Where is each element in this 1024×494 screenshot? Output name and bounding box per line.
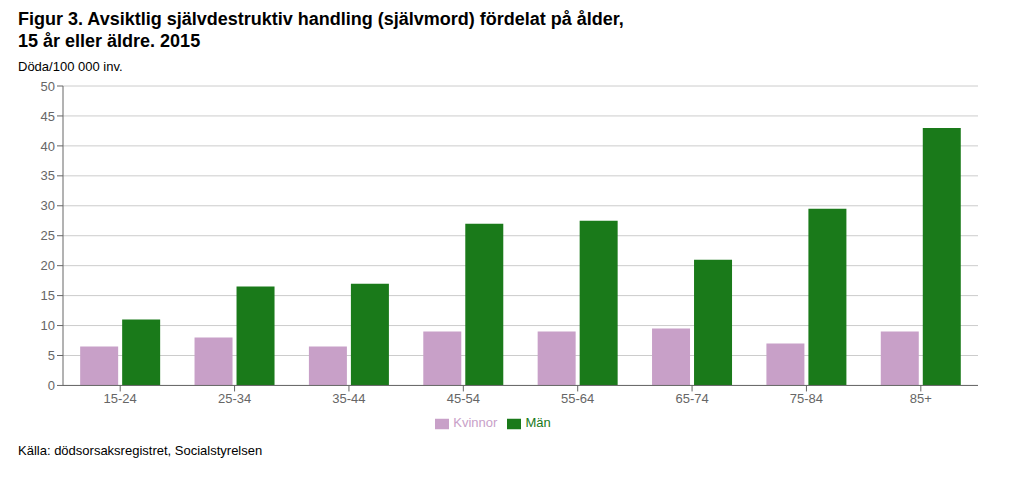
html-text:15 år eller äldre. 2015: 15 år eller äldre. 2015 xyxy=(18,31,201,51)
svg-text:35-44: 35-44 xyxy=(332,391,365,406)
html-text:Män: Män xyxy=(525,415,551,431)
svg-text:25-34: 25-34 xyxy=(218,391,251,406)
svg-text:20: 20 xyxy=(41,258,55,273)
svg-text:65-74: 65-74 xyxy=(675,391,708,406)
svg-text:25: 25 xyxy=(41,228,55,243)
svg-text:55-64: 55-64 xyxy=(561,391,594,406)
html-text:Figur 3. Avsiktlig självdestru: Figur 3. Avsiktlig självdestruktiv handl… xyxy=(18,9,624,29)
svg-text:85+: 85+ xyxy=(910,391,932,406)
svg-text:50: 50 xyxy=(41,79,55,94)
svg-text:10: 10 xyxy=(41,318,55,333)
svg-text:40: 40 xyxy=(41,139,55,154)
svg-text:5: 5 xyxy=(48,348,55,363)
html-text:Döda/100 000 inv.: Döda/100 000 inv. xyxy=(18,59,123,74)
svg-text:15: 15 xyxy=(41,288,55,303)
html-text:Källa: dödsorsaksregistret, So: Källa: dödsorsaksregistret, Socialstyrel… xyxy=(18,443,263,458)
svg-text:30: 30 xyxy=(41,198,55,213)
svg-text:15-24: 15-24 xyxy=(104,391,137,406)
svg-text:45-54: 45-54 xyxy=(447,391,480,406)
html-text:Kvinnor: Kvinnor xyxy=(453,415,498,431)
svg-text:35: 35 xyxy=(41,168,55,183)
svg-text:75-84: 75-84 xyxy=(790,391,823,406)
svg-text:0: 0 xyxy=(48,378,55,393)
svg-text:45: 45 xyxy=(41,109,55,124)
